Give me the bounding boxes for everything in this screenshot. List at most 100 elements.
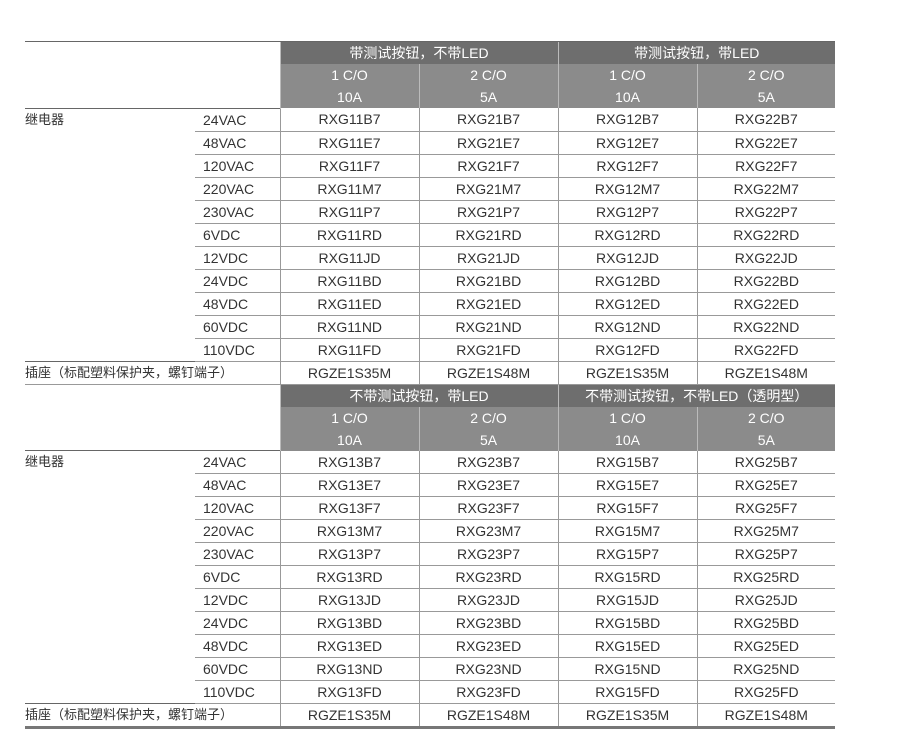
part-number-cell: RXG25RD (696, 565, 836, 589)
part-number-cell: RXG21FD (418, 338, 559, 362)
part-number-cell: RXG25BD (696, 611, 836, 635)
part-number-cell: RXG11FD (279, 338, 419, 362)
part-number-cell: RXG11E7 (279, 131, 419, 155)
part-number-cell: RXG23BD (418, 611, 559, 635)
table-row: 24VDC RXG11BD RXG21BD RXG12BD RXG22BD (25, 269, 836, 293)
table-row: 12VDC RXG13JD RXG23JD RXG15JD RXG25JD (25, 588, 836, 612)
table-row: 24VDC RXG13BD RXG23BD RXG15BD RXG25BD (25, 611, 836, 635)
part-number-cell: RXG22B7 (696, 108, 836, 132)
voltage-cell: 230VAC (195, 542, 280, 566)
part-number-cell: RXG15F7 (557, 496, 698, 520)
part-number-cell: RXG25ND (696, 657, 836, 681)
group-header: 带测试按钮，带LED (557, 41, 836, 64)
part-number-cell: RXG23F7 (418, 496, 559, 520)
part-number-cell: RXG22P7 (696, 200, 836, 224)
socket-row: 插座（标配塑料保护夹，螺钉端子） RGZE1S35M RGZE1S48M RGZE1S… (25, 703, 836, 729)
socket-part-cell: RGZE1S35M (279, 703, 419, 729)
relay-row-label: 继电器 (25, 450, 195, 704)
part-number-cell: RXG22JD (696, 246, 836, 270)
part-number-cell: RXG12P7 (557, 200, 698, 224)
current-label: 5A (757, 89, 775, 105)
socket-part-cell: RGZE1S48M (696, 360, 836, 385)
voltage-cell: 220VAC (195, 519, 280, 543)
part-number-cell: RXG25F7 (696, 496, 836, 520)
voltage-cell: 230VAC (195, 200, 280, 224)
part-number-cell: RXG21E7 (418, 131, 559, 155)
table-row: 120VAC RXG11F7 RXG21F7 RXG12F7 RXG22F7 (25, 154, 836, 178)
voltage-cell: 60VDC (195, 315, 280, 339)
table-row: 60VDC RXG13ND RXG23ND RXG15ND RXG25ND (25, 657, 836, 681)
socket-part-cell: RGZE1S48M (696, 703, 836, 729)
contacts-label: 1 C/O (609, 409, 646, 426)
voltage-cell: 24VAC (195, 450, 280, 474)
column-header: 2 C/O 5A (418, 406, 559, 451)
contacts-label: 2 C/O (470, 409, 507, 426)
voltage-cell: 24VDC (195, 269, 280, 293)
part-number-cell: RXG23ED (418, 634, 559, 658)
voltage-cell: 110VDC (195, 338, 280, 362)
table-row: 48VDC RXG13ED RXG23ED RXG15ED RXG25ED (25, 634, 836, 658)
socket-part-cell: RGZE1S35M (557, 703, 698, 729)
part-number-cell: RXG11B7 (279, 108, 419, 132)
part-number-cell: RXG15M7 (557, 519, 698, 543)
table-row: 48VAC RXG11E7 RXG21E7 RXG12E7 RXG22E7 (25, 131, 836, 155)
part-number-cell: RXG25M7 (696, 519, 836, 543)
part-number-cell: RXG13F7 (279, 496, 419, 520)
part-number-cell: RXG23M7 (418, 519, 559, 543)
part-number-cell: RXG23FD (418, 680, 559, 704)
part-number-cell: RXG25JD (696, 588, 836, 612)
voltage-cell: 48VAC (195, 473, 280, 497)
part-number-cell: RXG25ED (696, 634, 836, 658)
part-number-cell: RXG12BD (557, 269, 698, 293)
voltage-cell: 48VDC (195, 634, 280, 658)
current-label: 10A (615, 431, 640, 448)
socket-row-label: 插座（标配塑料保护夹，螺钉端子） (25, 703, 280, 729)
table-row: 110VDC RXG11FD RXG21FD RXG12FD RXG22FD (25, 338, 836, 362)
voltage-cell: 120VAC (195, 496, 280, 520)
contacts-label: 2 C/O (747, 67, 785, 83)
group-header: 不带测试按钮，带LED (279, 384, 559, 407)
part-number-cell: RXG22M7 (696, 177, 836, 201)
part-number-cell: RXG13JD (279, 588, 419, 612)
part-number-cell: RXG12ND (557, 315, 698, 339)
current-label: 5A (479, 89, 498, 105)
blank-header-cell (25, 384, 280, 407)
part-number-cell: RXG22ED (696, 292, 836, 316)
part-number-cell: RXG11F7 (279, 154, 419, 178)
group-header: 不带测试按钮，不带LED（透明型） (557, 384, 836, 407)
part-number-cell: RXG22F7 (696, 154, 836, 178)
voltage-cell: 220VAC (195, 177, 280, 201)
socket-part-cell: RGZE1S48M (418, 360, 559, 385)
socket-part-cell: RGZE1S48M (418, 703, 559, 729)
part-number-cell: RXG25FD (696, 680, 836, 704)
group-header-row: 带测试按钮，不带LED 带测试按钮，带LED (25, 41, 836, 64)
part-number-cell: RXG15FD (557, 680, 698, 704)
part-number-cell: RXG11BD (279, 269, 419, 293)
part-number-cell: RXG21M7 (418, 177, 559, 201)
voltage-cell: 6VDC (195, 223, 280, 247)
part-number-cell: RXG21ND (418, 315, 559, 339)
voltage-cell: 24VAC (195, 107, 280, 132)
relay-selection-table-wrapper: 带测试按钮，不带LED 带测试按钮，带LED 1 C/O 10A 2 C/O 5A 1 C/… (25, 41, 836, 729)
part-number-cell: RXG21P7 (418, 200, 559, 224)
blank-header-cell (25, 41, 280, 64)
part-number-cell: RXG12ED (557, 292, 698, 316)
contacts-label: 1 C/O (609, 67, 646, 83)
voltage-cell: 12VDC (195, 588, 280, 612)
part-number-cell: RXG15P7 (557, 542, 698, 566)
group-header: 带测试按钮，不带LED (279, 41, 559, 64)
part-number-cell: RXG21RD (418, 223, 559, 247)
table-row: 120VAC RXG13F7 RXG23F7 RXG15F7 RXG25F7 (25, 496, 836, 520)
part-number-cell: RXG22RD (696, 223, 836, 247)
part-number-cell: RXG15RD (557, 565, 698, 589)
part-number-cell: RXG15E7 (557, 473, 698, 497)
table-row: 48VAC RXG13E7 RXG23E7 RXG15E7 RXG25E7 (25, 473, 836, 497)
part-number-cell: RXG13E7 (279, 473, 419, 497)
column-header: 1 C/O 10A (279, 64, 419, 108)
table-row: 继电器 24VAC RXG11B7 RXG21B7 RXG12B7 RXG22B7 (25, 107, 836, 361)
part-number-cell: RXG11ND (279, 315, 419, 339)
blank-header-cell (25, 407, 280, 451)
part-number-cell: RXG21JD (418, 246, 559, 270)
part-number-cell: RXG25E7 (696, 473, 836, 497)
column-header: 2 C/O 5A (696, 64, 836, 108)
